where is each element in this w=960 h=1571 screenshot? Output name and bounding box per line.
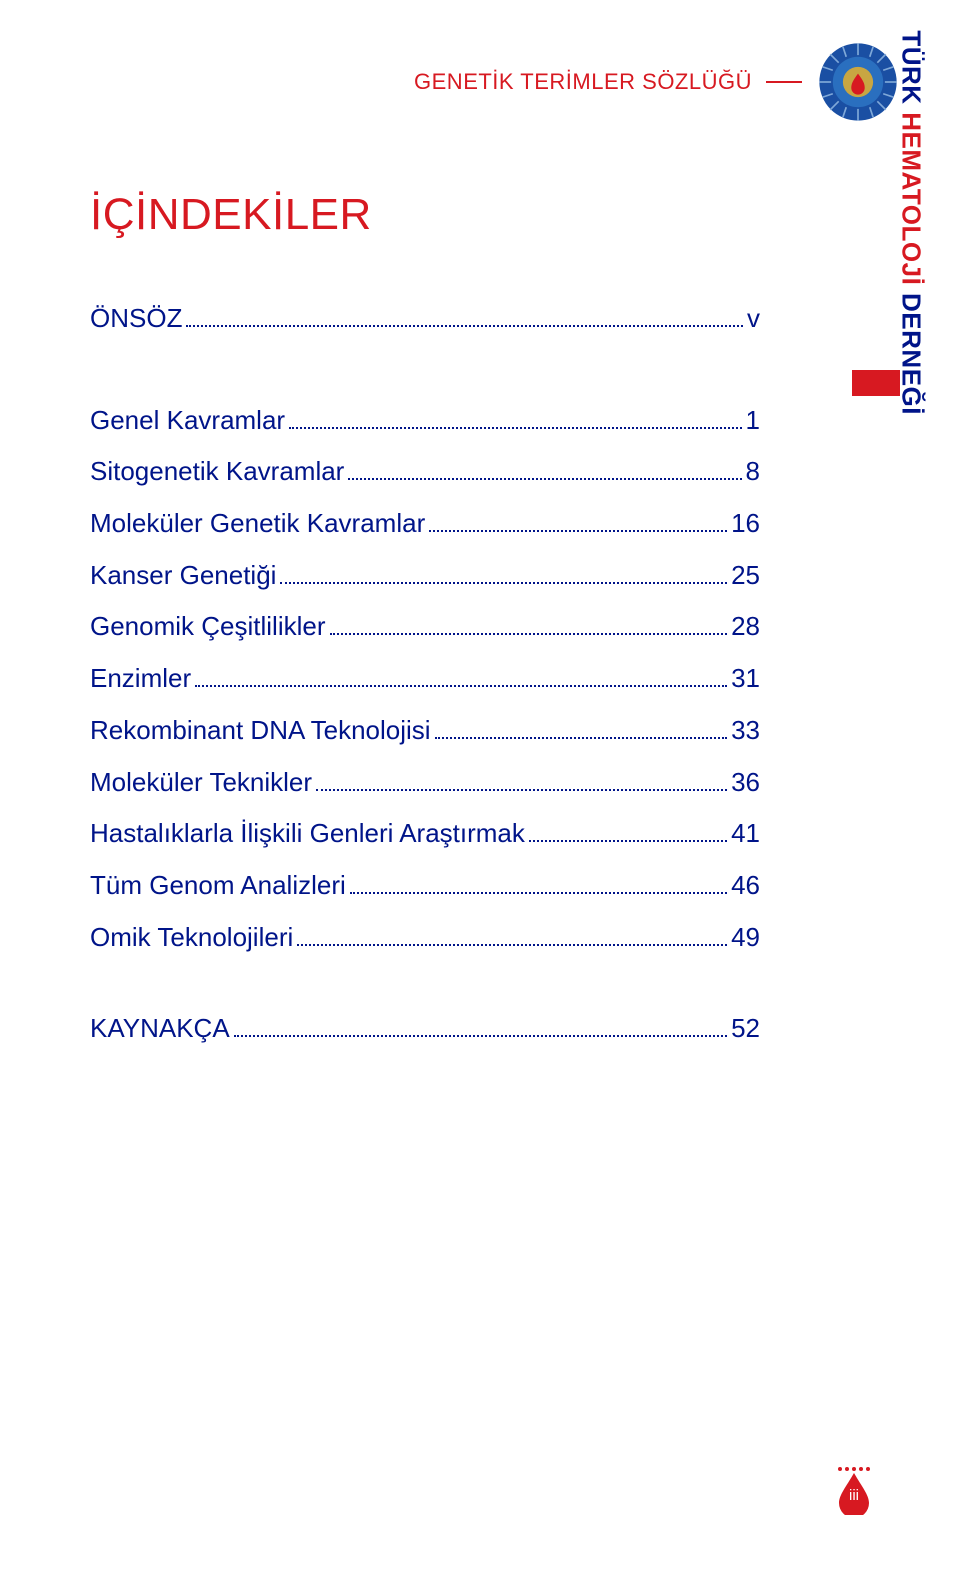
- toc-label: Kanser Genetiği: [90, 557, 276, 595]
- toc-page: 28: [731, 608, 760, 646]
- toc-leader-dots: [316, 789, 727, 791]
- toc-label: Genel Kavramlar: [90, 402, 285, 440]
- toc-row: Kanser Genetiği 25: [90, 557, 760, 595]
- toc-row: Genel Kavramlar 1: [90, 402, 760, 440]
- toc-page: 25: [731, 557, 760, 595]
- toc-list: ÖNSÖZ v Genel Kavramlar 1 Sitogenetik Kavram…: [90, 300, 760, 1048]
- side-text-part1: TÜRK: [897, 30, 927, 112]
- toc-label: KAYNAKÇA: [90, 1010, 230, 1048]
- toc-page: 8: [746, 453, 760, 491]
- toc-page: 46: [731, 867, 760, 905]
- page-number: iii: [837, 1487, 871, 1504]
- toc-leader-dots: [330, 633, 728, 635]
- toc-leader-dots: [297, 944, 727, 946]
- toc-page: v: [747, 300, 760, 338]
- toc-label: Tüm Genom Analizleri: [90, 867, 346, 905]
- toc-page: 49: [731, 919, 760, 957]
- toc-page: 1: [746, 402, 760, 440]
- side-text-part2: HEMATOLOJİ: [897, 112, 927, 293]
- toc-gap: [90, 352, 760, 402]
- footer-dots: [838, 1467, 870, 1471]
- toc-label: Omik Teknolojileri: [90, 919, 293, 957]
- toc-leader-dots: [186, 325, 743, 327]
- drop-icon: iii: [837, 1473, 871, 1515]
- toc-row: Genomik Çeşitlilikler 28: [90, 608, 760, 646]
- toc-leader-dots: [280, 582, 727, 584]
- toc-row: Omik Teknolojileri 49: [90, 919, 760, 957]
- page-root: GENETİK TERİMLER SÖZLÜĞÜ: [0, 0, 960, 1571]
- toc-label: Enzimler: [90, 660, 191, 698]
- toc-leader-dots: [289, 427, 741, 429]
- toc-leader-dots: [234, 1035, 727, 1037]
- page-number-drop: iii: [834, 1467, 874, 1527]
- side-text-part3: DERNEĞİ: [897, 293, 927, 415]
- toc-leader-dots: [529, 840, 727, 842]
- toc-page: 52: [731, 1010, 760, 1048]
- toc-page: 41: [731, 815, 760, 853]
- toc-label: Moleküler Teknikler: [90, 764, 312, 802]
- toc-label: Rekombinant DNA Teknolojisi: [90, 712, 431, 750]
- toc-row: KAYNAKÇA 52: [90, 1010, 760, 1048]
- toc-leader-dots: [435, 737, 728, 739]
- toc-row: Tüm Genom Analizleri 46: [90, 867, 760, 905]
- emblem-icon: [816, 40, 900, 124]
- side-org-name: TÜRK HEMATOLOJİ DERNEĞİ: [896, 30, 927, 415]
- toc-label: Sitogenetik Kavramlar: [90, 453, 344, 491]
- toc-row: ÖNSÖZ v: [90, 300, 760, 338]
- toc-label: Genomik Çeşitlilikler: [90, 608, 326, 646]
- toc-label: Hastalıklarla İlişkili Genleri Araştırma…: [90, 815, 525, 853]
- toc-row: Rekombinant DNA Teknolojisi 33: [90, 712, 760, 750]
- toc-row: Sitogenetik Kavramlar 8: [90, 453, 760, 491]
- running-title: GENETİK TERİMLER SÖZLÜĞÜ: [414, 69, 752, 95]
- toc-page: 16: [731, 505, 760, 543]
- toc-leader-dots: [348, 478, 741, 480]
- toc-row: Hastalıklarla İlişkili Genleri Araştırma…: [90, 815, 760, 853]
- side-tab: [852, 370, 900, 396]
- toc-page: 31: [731, 660, 760, 698]
- toc-leader-dots: [195, 685, 727, 687]
- toc-page: 33: [731, 712, 760, 750]
- toc-gap: [90, 970, 760, 1010]
- header-line: [766, 81, 802, 83]
- toc-row: Moleküler Genetik Kavramlar 16: [90, 505, 760, 543]
- side-band: TÜRK HEMATOLOJİ DERNEĞİ: [852, 370, 900, 860]
- toc-page: 36: [731, 764, 760, 802]
- toc-row: Enzimler 31: [90, 660, 760, 698]
- toc-row: Moleküler Teknikler 36: [90, 764, 760, 802]
- toc-label: Moleküler Genetik Kavramlar: [90, 505, 425, 543]
- toc-leader-dots: [350, 892, 727, 894]
- header: GENETİK TERİMLER SÖZLÜĞÜ: [0, 40, 900, 124]
- page-title: İÇİNDEKİLER: [90, 190, 760, 240]
- toc-leader-dots: [429, 530, 727, 532]
- content-area: İÇİNDEKİLER ÖNSÖZ v Genel Kavramlar 1 Sitoge…: [90, 190, 760, 1062]
- toc-label: ÖNSÖZ: [90, 300, 182, 338]
